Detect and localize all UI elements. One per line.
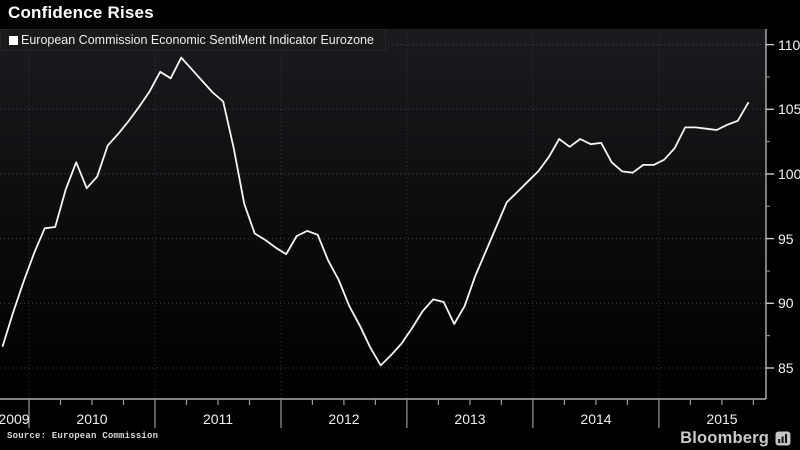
y-axis-label-90: 90 <box>778 295 794 311</box>
y-axis-label-95: 95 <box>778 231 794 247</box>
chart-title: Confidence Rises <box>8 3 154 22</box>
x-axis-ticks <box>28 399 755 428</box>
y-axis-label-105: 105 <box>778 101 800 117</box>
axis-frame <box>0 29 767 400</box>
x-gridlines <box>28 33 660 399</box>
bloomberg-logo: Bloomberg <box>680 429 791 448</box>
x-axis-label-2013: 2013 <box>454 411 486 427</box>
x-axis-label-2012: 2012 <box>328 411 360 427</box>
x-axis-label-2014: 2014 <box>580 411 612 427</box>
x-axis-label-2009: 2009 <box>0 411 30 427</box>
y-axis-ticks <box>766 43 774 369</box>
x-axis-label-2010: 2010 <box>76 411 108 427</box>
legend-square-marker-icon <box>9 35 18 45</box>
legend-item-esi-eurozone[interactable]: European Commission Economic SentiMent I… <box>0 29 386 51</box>
y-axis-label-85: 85 <box>778 360 794 376</box>
bloomberg-wordmark: Bloomberg <box>680 429 769 447</box>
esi-series-line <box>1 56 750 367</box>
bloomberg-terminal-icon <box>775 431 791 446</box>
source-note: Source: European Commission <box>7 431 159 441</box>
legend-label: European Commission Economic SentiMent I… <box>21 33 374 47</box>
x-axis-label-2011: 2011 <box>202 411 234 427</box>
y-axis-label-110: 110 <box>778 37 800 53</box>
plot-area <box>0 29 766 399</box>
x-axis-label-2015: 2015 <box>706 411 738 427</box>
y-axis-label-100: 100 <box>778 166 800 182</box>
